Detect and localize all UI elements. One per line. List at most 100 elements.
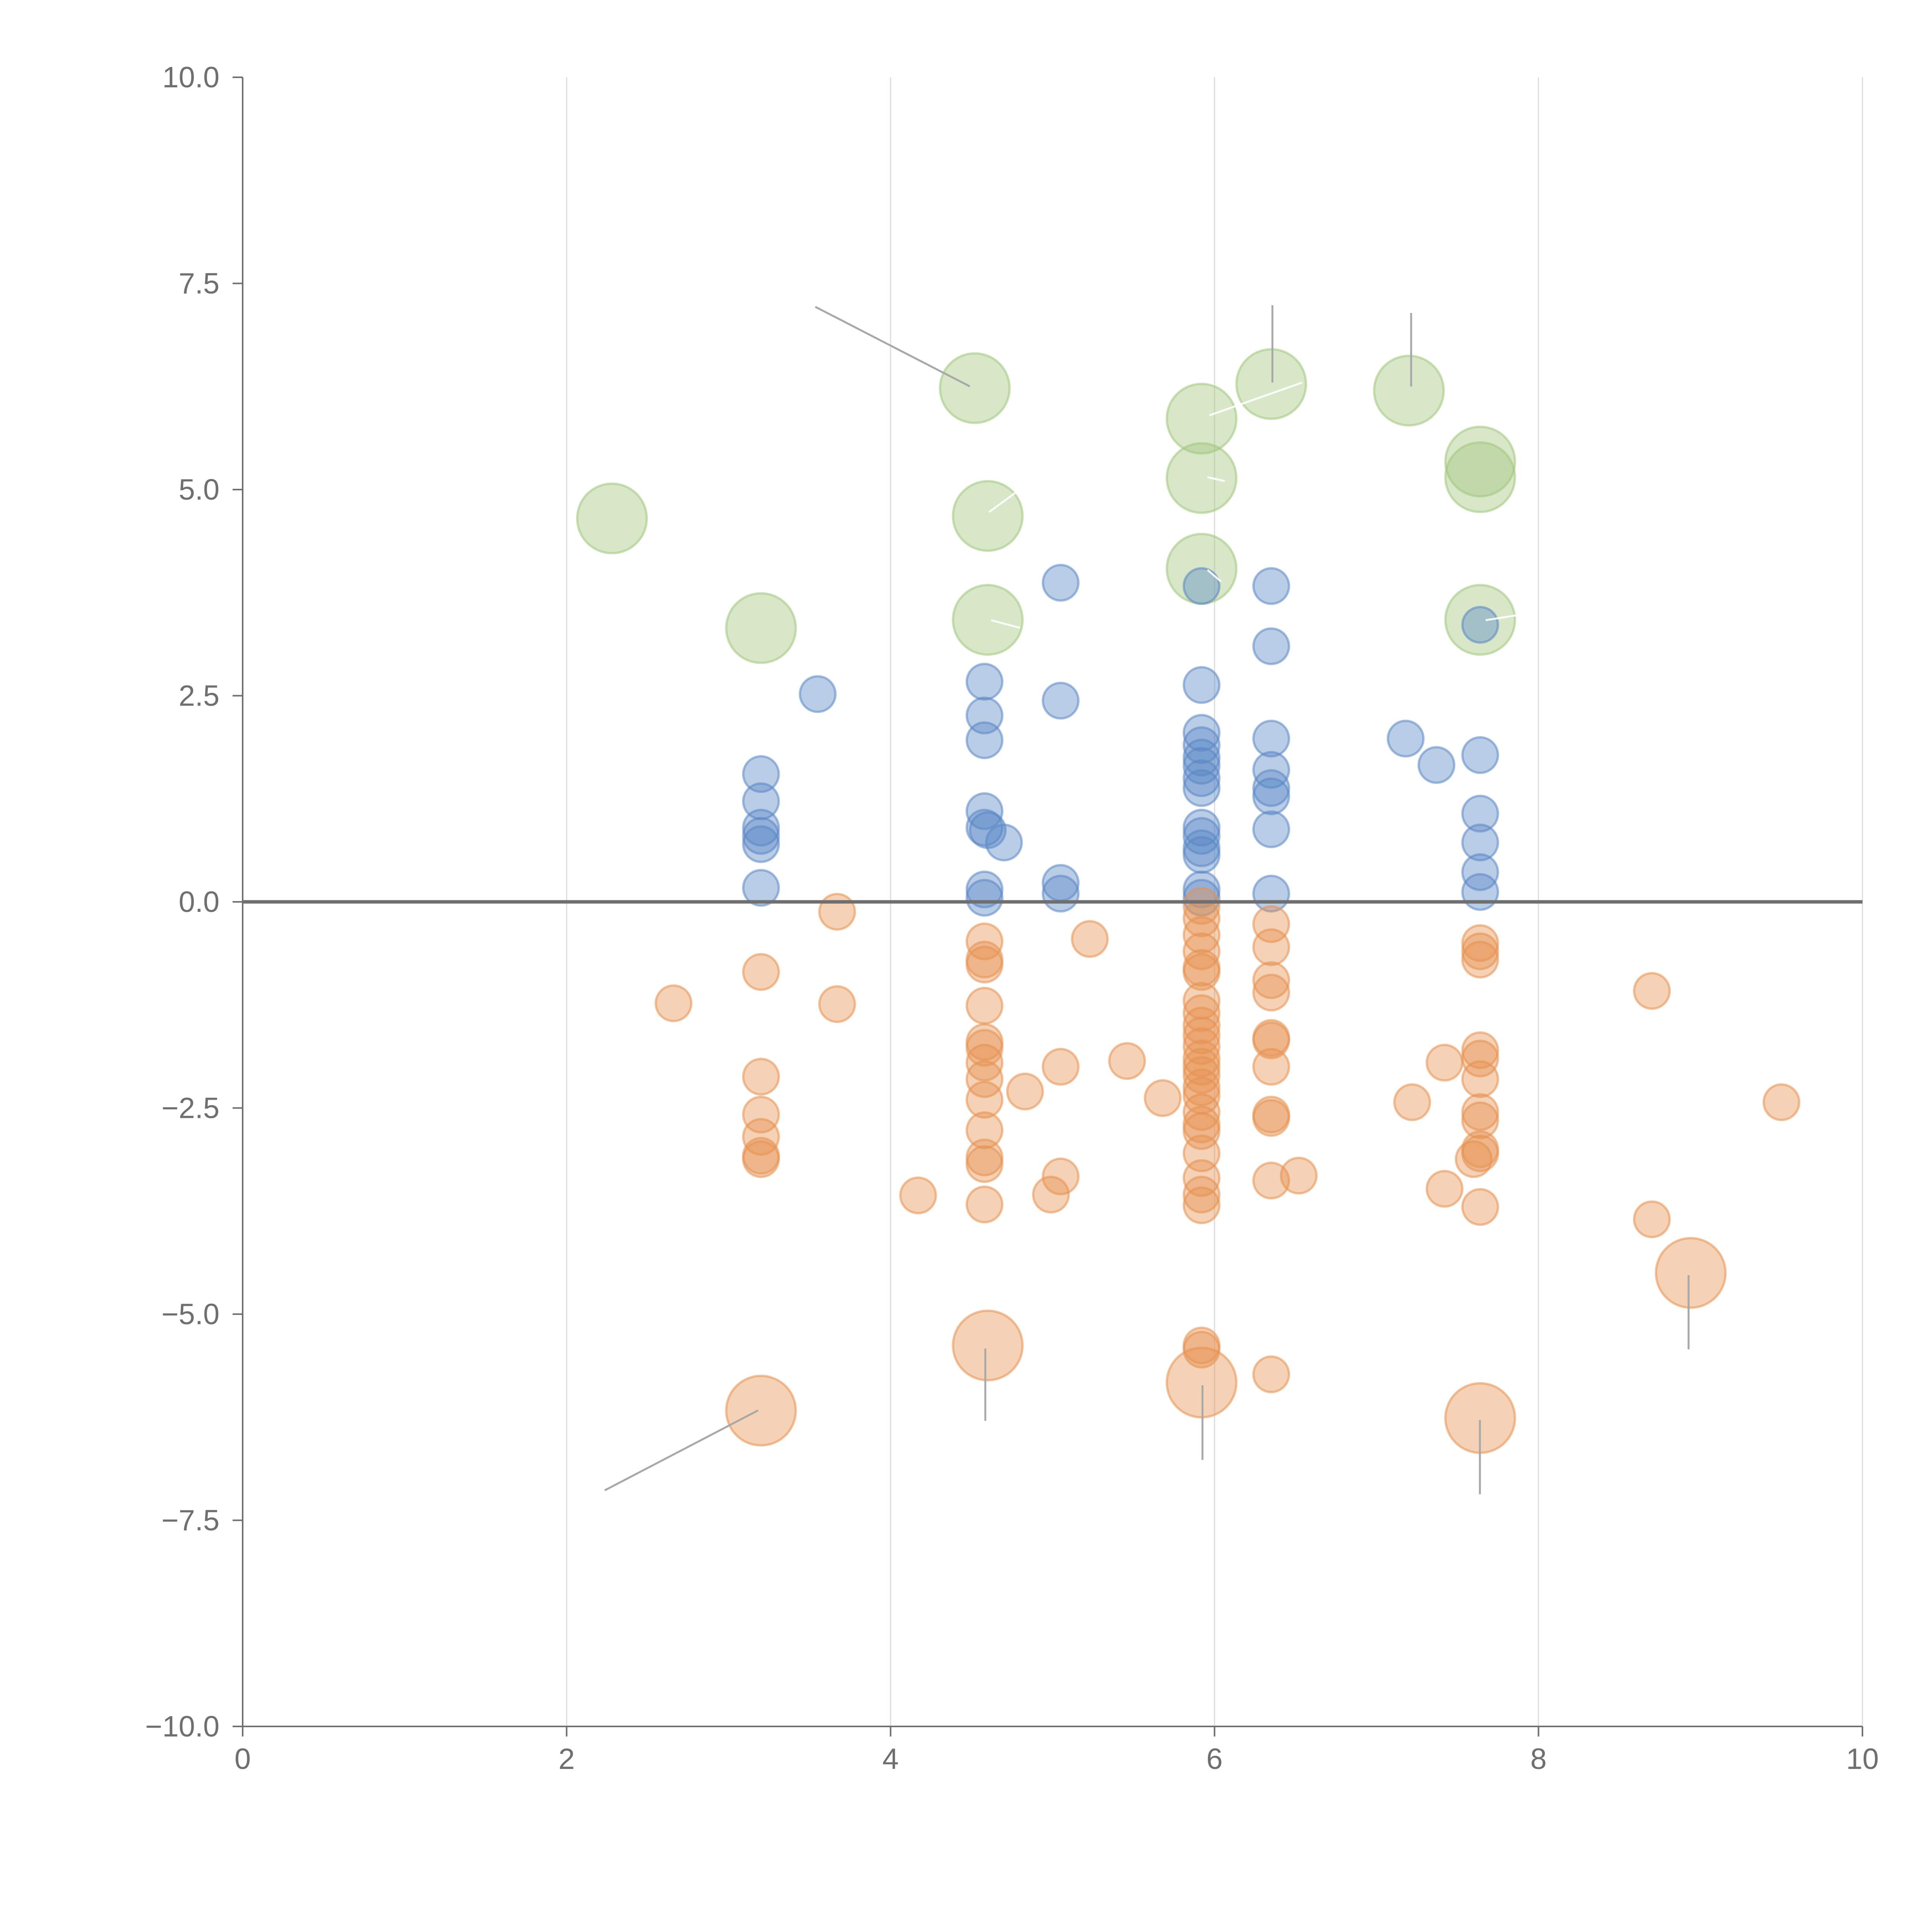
data-point-green — [1235, 348, 1307, 420]
data-point-orange — [965, 1081, 1003, 1119]
data-point-blue — [1461, 605, 1499, 644]
data-point-blue — [1182, 879, 1221, 917]
leader-line — [1207, 476, 1225, 482]
data-point-blue — [1461, 823, 1499, 862]
data-point-blue — [742, 825, 780, 863]
data-point-orange — [818, 893, 856, 931]
data-point-orange — [1144, 1079, 1182, 1117]
data-point-blue — [965, 879, 1003, 917]
data-point-orange — [742, 953, 780, 991]
data-point-orange — [1071, 920, 1109, 958]
data-point-orange — [1461, 940, 1499, 979]
data-point-blue — [1461, 794, 1499, 833]
data-point-orange — [1108, 1042, 1146, 1080]
data-point-orange — [1006, 1072, 1044, 1111]
data-point-blue — [1252, 719, 1290, 758]
data-point-orange — [1454, 1140, 1493, 1178]
data-point-orange — [1182, 1175, 1221, 1214]
data-point-orange — [965, 986, 1003, 1025]
data-point-orange — [965, 1060, 1003, 1098]
data-point-blue — [1182, 747, 1221, 785]
data-point-orange — [1461, 1134, 1499, 1172]
y-tick-label: 5.0 — [179, 473, 219, 506]
data-point-blue — [1182, 567, 1221, 605]
data-point-blue — [1252, 777, 1290, 815]
data-point-green — [725, 592, 797, 664]
data-point-blue — [742, 755, 780, 793]
data-point-blue — [1461, 873, 1499, 911]
y-tick-label: 2.5 — [179, 680, 219, 713]
data-point-blue — [742, 808, 780, 847]
data-point-orange — [742, 1140, 780, 1178]
data-point-orange — [1032, 1175, 1070, 1214]
data-point-orange — [1252, 1162, 1290, 1200]
data-point-blue — [1182, 759, 1221, 797]
data-point-blue — [965, 792, 1003, 830]
data-point-blue — [985, 823, 1023, 862]
data-point-orange — [742, 1095, 780, 1134]
data-point-green — [1165, 442, 1238, 514]
data-point-orange — [1461, 1039, 1499, 1078]
y-tick-label: 10.0 — [162, 61, 219, 94]
x-axis-ticks: 0 2 4 6 8 10 — [235, 1726, 1879, 1776]
data-point-orange — [965, 1185, 1003, 1224]
data-point-blue — [1182, 808, 1221, 847]
data-point-orange-large — [1655, 1237, 1727, 1309]
data-point-orange — [1252, 1048, 1290, 1086]
data-point-orange — [1182, 1186, 1221, 1225]
series-orange — [655, 887, 1801, 1393]
data-point-blue — [1252, 769, 1290, 807]
data-point-orange — [965, 946, 1003, 984]
data-point-orange — [1182, 953, 1221, 991]
data-point-orange — [1393, 1083, 1431, 1121]
data-point-green — [952, 584, 1024, 656]
data-point-orange — [1461, 1093, 1499, 1131]
leader-line — [604, 1409, 759, 1492]
data-point-orange — [1182, 1159, 1221, 1197]
y-tick-label: 7.5 — [179, 267, 219, 300]
series-green — [576, 348, 1516, 664]
x-tick-label: 10 — [1846, 1743, 1879, 1776]
data-point-orange — [965, 1044, 1003, 1082]
data-point-blue — [1461, 853, 1499, 891]
x-tick-label: 4 — [883, 1743, 899, 1776]
data-point-blue — [1252, 567, 1290, 605]
data-point-orange — [1182, 1027, 1221, 1065]
data-point-green — [1444, 584, 1516, 656]
data-point-orange — [1461, 1101, 1499, 1139]
y-axis-ticks: 10.0 7.5 5.0 2.5 0.0 −2.5 −5.0 −7.5 −10.0 — [145, 61, 243, 1743]
data-point-orange — [1633, 1200, 1671, 1238]
data-point-green — [952, 480, 1024, 552]
leader-line — [1485, 613, 1523, 621]
data-point-orange — [1425, 1044, 1464, 1082]
data-point-blue — [1182, 726, 1221, 764]
data-point-orange — [1461, 1060, 1499, 1098]
data-point-blue — [799, 675, 837, 713]
leader-line — [991, 619, 1020, 629]
data-point-orange — [1461, 1031, 1499, 1070]
data-point-orange — [1182, 932, 1221, 971]
data-point-orange — [965, 1145, 1003, 1183]
data-point-blue — [742, 817, 780, 855]
series-blue — [742, 564, 1499, 917]
x-tick-label: 2 — [558, 1743, 575, 1776]
data-point-blue — [1182, 666, 1221, 704]
data-point-blue — [1252, 627, 1290, 665]
data-point-blue — [965, 721, 1003, 759]
data-point-orange — [1461, 932, 1499, 971]
data-point-orange — [1280, 1156, 1318, 1195]
data-point-orange — [1182, 1007, 1221, 1045]
x-tick-label: 6 — [1206, 1743, 1223, 1776]
data-point-orange — [1252, 961, 1290, 999]
data-point-blue — [1182, 836, 1221, 874]
annotation-leader-lines — [604, 305, 1690, 1494]
data-point-orange — [1182, 1330, 1221, 1369]
data-point-orange — [1182, 916, 1221, 954]
data-point-orange — [1252, 1355, 1290, 1393]
leader-line — [988, 490, 1019, 513]
data-point-green — [1444, 441, 1516, 513]
data-point-orange — [965, 1111, 1003, 1150]
data-point-orange — [1633, 972, 1671, 1010]
data-point-orange — [1461, 1188, 1499, 1226]
